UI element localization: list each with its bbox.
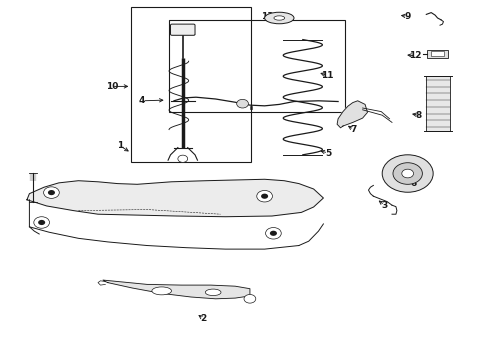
Circle shape [402,169,414,178]
Bar [427,50,448,58]
Text: 13: 13 [261,12,273,21]
Circle shape [382,155,433,192]
Text: 10: 10 [105,82,118,91]
Text: 1: 1 [117,141,123,150]
Text: 4: 4 [139,96,146,105]
Circle shape [257,190,272,202]
Polygon shape [337,101,368,128]
Circle shape [44,187,59,198]
Circle shape [237,99,248,108]
Text: 11: 11 [321,71,334,80]
Polygon shape [103,280,250,299]
Circle shape [48,190,55,195]
Text: 8: 8 [416,111,422,120]
Text: 2: 2 [200,314,206,323]
FancyBboxPatch shape [171,24,195,35]
Circle shape [393,163,422,184]
Circle shape [34,217,49,228]
Text: 3: 3 [382,201,388,210]
Bar [169,20,345,112]
Circle shape [266,228,281,239]
Circle shape [178,155,188,162]
Text: 5: 5 [325,149,331,158]
Circle shape [270,231,277,236]
Text: 7: 7 [350,125,357,134]
Circle shape [244,294,256,303]
Ellipse shape [274,16,285,20]
Polygon shape [27,179,323,217]
Bar [431,51,444,56]
Circle shape [261,194,268,199]
Text: 12: 12 [409,51,422,60]
Text: 6: 6 [411,179,417,188]
Ellipse shape [265,12,294,24]
Text: 9: 9 [404,12,411,21]
Ellipse shape [152,287,172,295]
Circle shape [38,220,45,225]
Bar [426,76,450,131]
Ellipse shape [205,289,221,296]
Bar [131,7,251,162]
